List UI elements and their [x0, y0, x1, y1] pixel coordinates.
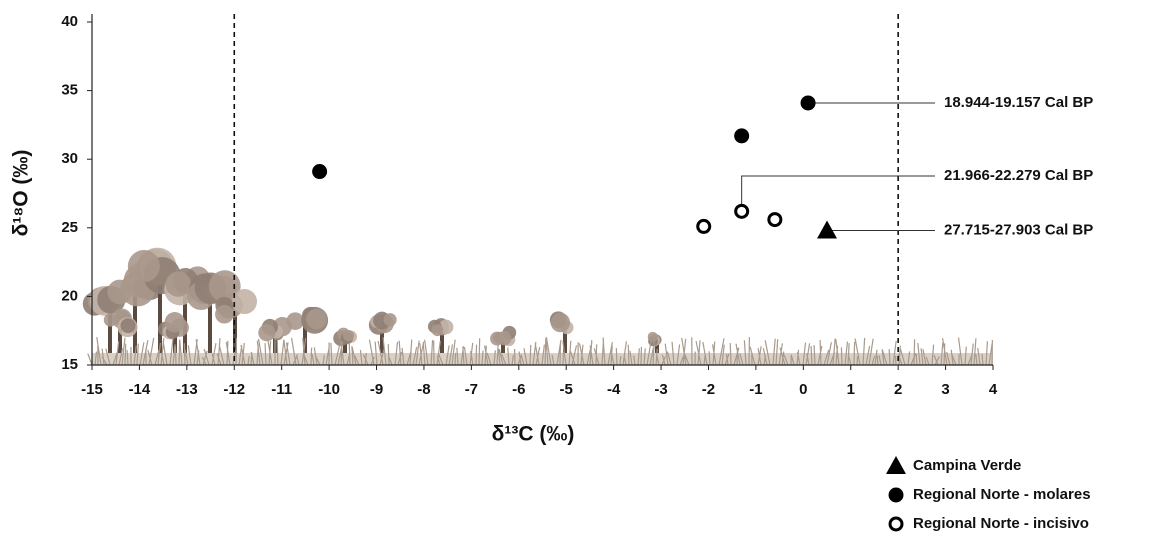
y-tick-label: 35	[61, 82, 78, 99]
leader-line	[742, 176, 935, 211]
x-axis-title: δ¹³C (‰)	[492, 423, 575, 446]
x-tick-label: -4	[607, 381, 621, 398]
x-tick-label: -10	[318, 381, 340, 398]
y-tick-label: 15	[61, 356, 78, 373]
x-tick-label: 0	[799, 381, 807, 398]
tree-crown	[104, 313, 117, 326]
tree-crown	[121, 318, 136, 333]
x-tick-label: -7	[465, 381, 478, 398]
point	[734, 128, 749, 143]
annotation: 21.966-22.279 Cal BP	[944, 167, 1093, 184]
tree-crown	[306, 309, 327, 330]
annotation: 18.944-19.157 Cal BP	[944, 94, 1093, 111]
legend-marker	[890, 518, 902, 530]
point	[698, 220, 710, 232]
x-tick-label: -11	[271, 381, 292, 398]
x-tick-label: -15	[81, 381, 103, 398]
tree-crown	[258, 324, 275, 341]
tree-crown	[215, 305, 234, 324]
legend-marker	[886, 456, 906, 474]
x-tick-label: -5	[560, 381, 573, 398]
point	[736, 205, 748, 217]
tree-crown	[648, 332, 658, 342]
tree-crown	[232, 289, 257, 314]
point	[312, 164, 327, 179]
x-tick-label: -12	[223, 381, 245, 398]
tree-crown	[128, 250, 160, 282]
legend-label: Campina Verde	[913, 457, 1021, 474]
y-axis-title: δ¹⁸O (‰)	[10, 150, 33, 237]
y-tick-label: 40	[61, 13, 78, 30]
x-tick-label: -9	[370, 381, 383, 398]
y-tick-label: 20	[61, 287, 78, 304]
x-tick-label: 2	[894, 381, 902, 398]
point	[801, 95, 816, 110]
x-tick-label: -13	[176, 381, 198, 398]
tree-crown	[497, 331, 511, 345]
tree-crown	[165, 312, 185, 332]
tree-crown	[343, 330, 354, 341]
x-tick-label: -1	[749, 381, 762, 398]
point	[817, 221, 837, 239]
x-tick-label: -8	[417, 381, 430, 398]
x-tick-label: -6	[512, 381, 525, 398]
annotation: 27.715-27.903 Cal BP	[944, 222, 1093, 239]
legend-label: Regional Norte - molares	[913, 486, 1091, 503]
tree-crown	[432, 324, 444, 336]
tree-crown	[551, 313, 570, 332]
x-tick-label: 4	[989, 381, 998, 398]
legend-marker	[889, 488, 904, 503]
x-tick-label: 3	[941, 381, 949, 398]
tree-crown	[384, 313, 397, 326]
x-tick-label: 1	[847, 381, 855, 398]
tree-crown	[166, 271, 191, 296]
x-tick-label: -14	[129, 381, 151, 398]
y-tick-label: 25	[61, 219, 78, 236]
vegetation-illustration	[83, 248, 993, 365]
legend-label: Regional Norte - incisivo	[913, 515, 1089, 532]
chart: δ¹³C (‰) δ¹⁸O (‰) 152025303540-15-14-13-…	[0, 0, 1164, 547]
y-tick-label: 30	[61, 150, 78, 167]
x-tick-label: -2	[702, 381, 715, 398]
x-tick-label: -3	[654, 381, 667, 398]
point	[769, 214, 781, 226]
